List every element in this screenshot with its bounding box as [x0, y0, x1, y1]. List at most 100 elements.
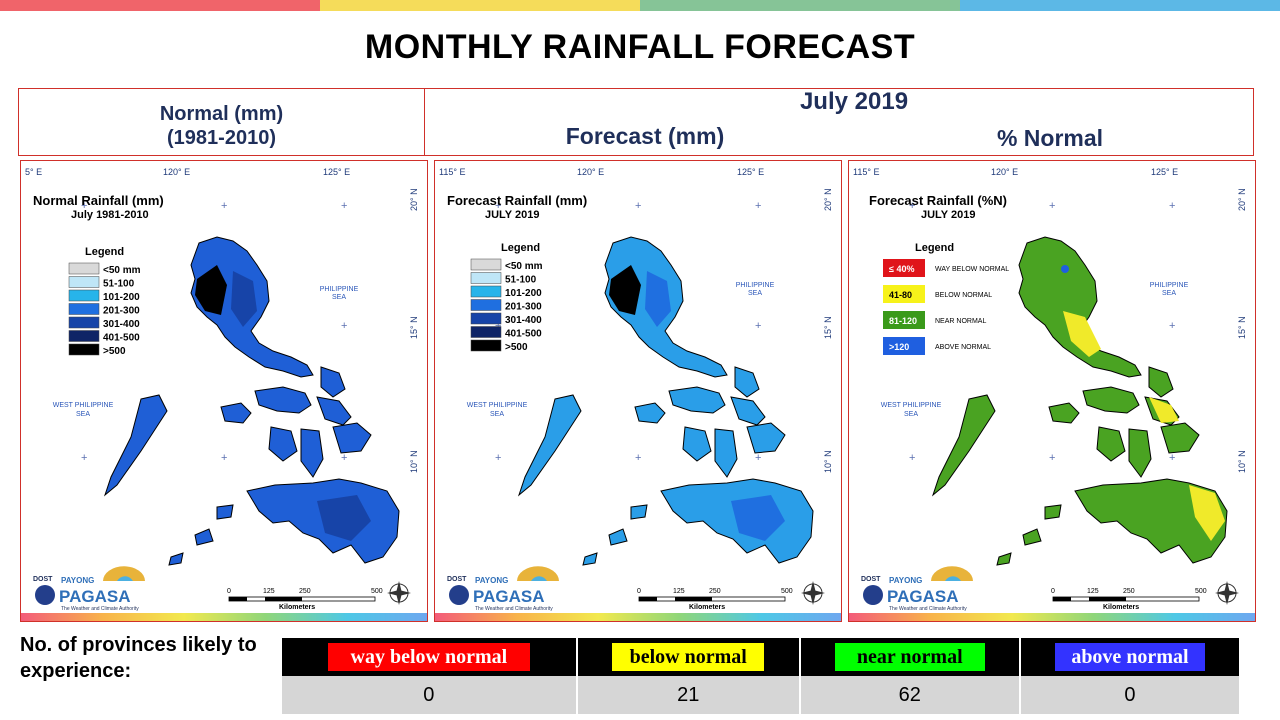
legend-swatch — [883, 337, 925, 355]
legend-label: 401-500 — [103, 333, 140, 344]
legend-label: 81-120 — [889, 316, 917, 326]
sea-label: PHILIPPINE — [736, 282, 775, 289]
map-title: Normal Rainfall (mm) — [33, 193, 164, 208]
longitude-label: 115° E — [853, 167, 879, 177]
legend-swatch — [470, 285, 502, 298]
category-cell-way-below: way below normal — [282, 638, 576, 676]
scale-tick-label: 500 — [781, 588, 793, 595]
logo-payong-text: PAYONG — [889, 576, 922, 585]
above-normal-spot — [1061, 265, 1069, 273]
below-normal-region — [1149, 397, 1179, 423]
logo-pagasa-text: PAGASA — [887, 587, 958, 606]
island — [1148, 366, 1174, 398]
scale-tick-label: 0 — [227, 588, 231, 595]
grid-cross: + — [635, 200, 641, 212]
category-row: way below normal below normal near norma… — [282, 638, 1239, 676]
island — [630, 504, 648, 520]
legend-label: ≤ 40% — [889, 264, 914, 274]
grid-cross: + — [1169, 320, 1175, 332]
sea-label: PHILIPPINE — [320, 286, 359, 293]
map-legend: Legend <50 mm 51-100 101-200 201-300 301-400 4… — [68, 246, 141, 357]
scale-tick-label: 125 — [1087, 588, 1099, 595]
legend-label: 401-500 — [505, 329, 542, 340]
grid-cross: + — [81, 452, 87, 464]
grid-cross: + — [755, 200, 761, 212]
island — [1082, 386, 1140, 414]
logo-pagasa-text: PAGASA — [59, 587, 130, 606]
category-label: way below normal — [327, 643, 530, 671]
scale-bar-segment — [1089, 597, 1126, 601]
count-cell: 62 — [800, 676, 1019, 714]
legend-swatch — [68, 262, 100, 275]
compass-star — [387, 581, 411, 605]
latitude-label: 10° N — [823, 450, 833, 473]
legend-title: Legend — [915, 242, 954, 254]
island — [608, 528, 628, 546]
latitude-label: 20° N — [1237, 188, 1247, 211]
umbrella-panel — [531, 576, 547, 581]
category-label: above normal — [1054, 643, 1205, 671]
island — [1048, 402, 1080, 424]
island — [1044, 504, 1062, 520]
island — [220, 402, 252, 424]
compass-star — [1215, 581, 1239, 605]
map-subtitle: JULY 2019 — [485, 209, 539, 221]
max-rainfall-region — [609, 265, 641, 315]
legend-label: 101-200 — [103, 292, 140, 303]
dost-seal-icon — [863, 585, 883, 605]
legend-label: >500 — [505, 342, 528, 353]
island — [1128, 428, 1152, 478]
island — [300, 428, 324, 478]
sea-label: SEA — [748, 290, 762, 297]
longitude-label: 125° E — [1151, 167, 1178, 177]
landmass-group — [103, 236, 400, 566]
high-rainfall-region — [645, 271, 671, 327]
umbrella-icon — [931, 566, 973, 581]
grid-cross: + — [1169, 200, 1175, 212]
island — [103, 394, 168, 497]
north-arrow-icon — [387, 581, 411, 605]
umbrella-panel — [945, 576, 961, 581]
legend-description: WAY BELOW NORMAL — [935, 266, 1009, 273]
legend-label: <50 mm — [505, 261, 543, 272]
grid-cross: + — [221, 452, 227, 464]
below-normal-region — [1063, 311, 1101, 357]
normal-header: Normal (mm) (1981-2010) — [18, 102, 425, 150]
legend-swatch — [68, 330, 100, 342]
provinces-label: No. of provinces likely to experience: — [20, 634, 257, 682]
legend-label: 301-400 — [505, 315, 542, 326]
scale-unit-label: Kilometers — [689, 604, 725, 611]
grid-cross: + — [909, 200, 915, 212]
scale-bar-segment — [1053, 597, 1071, 601]
umbrella-panel — [117, 576, 133, 581]
scale-bar: 0 125 250 500 Kilometers — [1051, 588, 1207, 611]
high-rainfall-region — [731, 495, 785, 541]
island — [734, 366, 760, 398]
scale-tick-label: 125 — [263, 588, 275, 595]
legend-label: 51-100 — [103, 279, 135, 290]
sea-label: WEST PHILIPPINE — [881, 402, 942, 409]
latitude-label: 20° N — [409, 188, 419, 211]
max-rainfall-region — [195, 265, 227, 315]
umbrella-icon — [103, 566, 145, 581]
island — [332, 422, 372, 454]
logo-tagline: The Weather and Climate Authority — [61, 606, 139, 612]
logo-tagline: The Weather and Climate Authority — [889, 606, 967, 612]
page-title: MONTHLY RAINFALL FORECAST — [364, 28, 916, 66]
logo-dost-text: DOST — [861, 576, 881, 583]
legend-label: >120 — [889, 342, 909, 352]
percent-header: % Normal — [996, 125, 1104, 151]
longitude-label: 120° E — [577, 167, 604, 177]
legend-label: 101-200 — [505, 288, 542, 299]
luzon-landmass — [1018, 236, 1142, 378]
legend-title: Legend — [85, 246, 124, 258]
legend-swatch — [470, 272, 502, 284]
category-label: below normal — [612, 643, 765, 671]
legend-swatch — [68, 289, 100, 302]
longitude-label: 125° E — [737, 167, 764, 177]
legend-description: ABOVE NORMAL — [935, 344, 991, 351]
forecast-header: Forecast (mm) — [565, 123, 725, 149]
header-frame-forecast — [424, 88, 1254, 156]
